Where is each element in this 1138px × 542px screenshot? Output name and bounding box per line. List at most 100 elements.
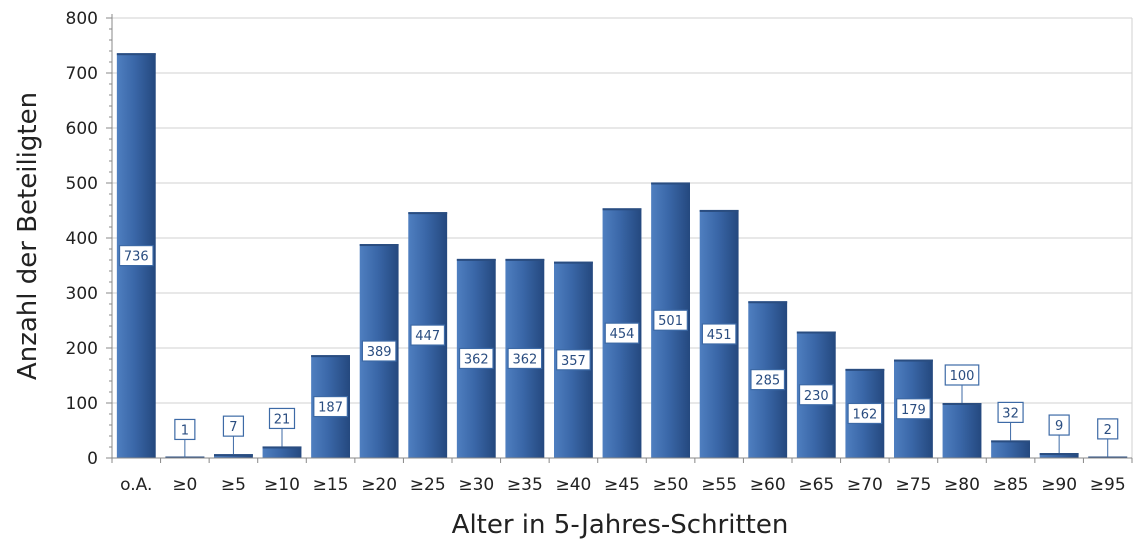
data-label-box xyxy=(798,384,834,406)
x-tick-label: ≥80 xyxy=(944,475,980,495)
data-label: 362 xyxy=(458,347,494,370)
bar-top-edge xyxy=(796,331,836,334)
data-label-box xyxy=(750,369,786,391)
data-label-text: 1 xyxy=(181,423,189,438)
data-label: 32 xyxy=(997,401,1024,441)
data-label-text: 179 xyxy=(901,403,926,418)
data-label-box xyxy=(1097,418,1119,440)
data-label-text: 357 xyxy=(561,354,586,369)
bar-top-edge xyxy=(699,209,739,212)
bar-top-edge xyxy=(408,212,448,215)
bar xyxy=(942,403,982,458)
data-label: 100 xyxy=(944,364,980,403)
bar-top-edge xyxy=(602,208,642,211)
data-label-box xyxy=(118,245,154,267)
y-tick-label: 0 xyxy=(87,449,98,469)
data-label: 389 xyxy=(361,340,397,362)
data-label-box xyxy=(1048,414,1070,436)
data-label: 187 xyxy=(313,395,348,418)
data-label-text: 100 xyxy=(950,369,975,384)
x-tick-label: o.A. xyxy=(120,475,152,495)
bar xyxy=(991,440,1030,458)
data-label-text: 162 xyxy=(852,407,877,422)
data-label-box xyxy=(653,309,688,331)
data-label-text: 389 xyxy=(367,345,392,360)
bar-top-edge xyxy=(1088,456,1128,458)
data-label-box xyxy=(268,407,296,430)
data-label-box xyxy=(997,401,1024,423)
data-label-box xyxy=(847,402,883,425)
y-tick-label: 100 xyxy=(66,394,98,414)
data-label-text: 454 xyxy=(610,327,635,342)
bar-top-edge xyxy=(845,368,885,371)
bar xyxy=(262,446,302,458)
bar-top-edge xyxy=(116,53,156,56)
x-tick-label: ≥50 xyxy=(653,475,689,495)
data-label: 357 xyxy=(556,349,591,371)
x-axis: o.A. ≥0 ≥5 ≥10 ≥15 ≥20 ≥25 ≥30 ≥35 ≥40 ≥45 ≥50 ≥55 ≥6… xyxy=(111,457,1133,495)
bar-top-edge xyxy=(262,446,302,449)
bar-top-edge xyxy=(942,403,982,405)
data-label-text: 9 xyxy=(1055,419,1063,434)
bar-top-edge xyxy=(359,244,399,247)
data-label-box xyxy=(361,340,397,362)
x-tick-label: ≥25 xyxy=(410,475,446,495)
data-label-text: 451 xyxy=(707,328,732,343)
x-tick-label: ≥85 xyxy=(993,475,1029,495)
data-label-text: 501 xyxy=(658,314,683,329)
x-tick-label: ≥5 xyxy=(221,475,246,495)
data-label-box xyxy=(556,349,591,371)
y-tick-label: 500 xyxy=(66,174,98,194)
bar-top-edge xyxy=(505,258,545,261)
x-tick-label: ≥45 xyxy=(604,475,640,495)
x-tick-label: ≥10 xyxy=(264,475,300,495)
data-label-text: 7 xyxy=(229,420,237,435)
data-label-box xyxy=(222,415,245,437)
x-tick-label: ≥15 xyxy=(313,475,349,495)
data-label: 2 xyxy=(1097,418,1119,457)
bar-top-edge xyxy=(554,261,593,264)
x-tick-label: ≥75 xyxy=(895,475,931,495)
data-label: 362 xyxy=(507,347,543,370)
data-label-box xyxy=(174,418,196,441)
x-tick-label: ≥0 xyxy=(172,475,197,495)
y-axis: 0 100 200 300 400 500 600 700 800 xyxy=(66,9,113,469)
x-tick-label: ≥70 xyxy=(847,475,883,495)
x-tick-label: ≥30 xyxy=(458,475,494,495)
data-label: 451 xyxy=(701,323,737,345)
bar-top-edge xyxy=(991,440,1030,443)
data-label-box xyxy=(701,323,737,345)
data-label-box xyxy=(896,398,931,420)
data-label: 179 xyxy=(896,398,931,420)
data-label: 7 xyxy=(222,415,245,455)
data-label-text: 736 xyxy=(124,250,149,265)
data-label-text: 32 xyxy=(1002,406,1019,421)
data-label-text: 362 xyxy=(464,352,489,367)
data-labels: 736 1 7 21 187 389 447 362 362 357 454 501 451 285 230… xyxy=(118,245,1119,458)
x-tick-label: ≥95 xyxy=(1090,475,1126,495)
data-label: 1 xyxy=(174,418,196,458)
y-tick-label: 300 xyxy=(66,284,98,304)
bar-top-edge xyxy=(651,182,690,185)
x-tick-label: ≥40 xyxy=(555,475,591,495)
data-label: 285 xyxy=(750,369,786,391)
data-label-text: 447 xyxy=(415,329,440,344)
data-label: 230 xyxy=(798,384,834,406)
data-label-box xyxy=(458,347,494,370)
x-tick-label: ≥65 xyxy=(798,475,834,495)
x-tick-label: ≥20 xyxy=(361,475,397,495)
bar xyxy=(1039,453,1079,458)
y-tick-label: 400 xyxy=(66,229,98,249)
data-label-text: 21 xyxy=(274,412,291,427)
data-label-text: 285 xyxy=(755,374,780,389)
data-label: 736 xyxy=(118,245,154,267)
data-label-box xyxy=(313,395,348,418)
bar-top-edge xyxy=(456,258,496,261)
bars xyxy=(116,53,1128,458)
bar-top-edge xyxy=(311,355,350,358)
data-label: 162 xyxy=(847,402,883,425)
data-label: 454 xyxy=(604,322,640,344)
data-label-box xyxy=(604,322,640,344)
y-tick-label: 700 xyxy=(66,64,98,84)
